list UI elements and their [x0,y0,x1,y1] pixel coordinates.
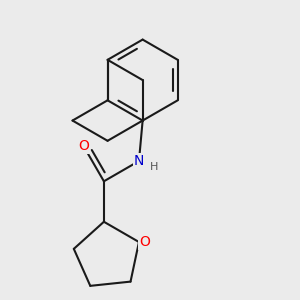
Text: O: O [140,235,150,249]
Text: H: H [149,162,158,172]
Text: O: O [78,139,89,153]
Text: N: N [134,154,144,168]
